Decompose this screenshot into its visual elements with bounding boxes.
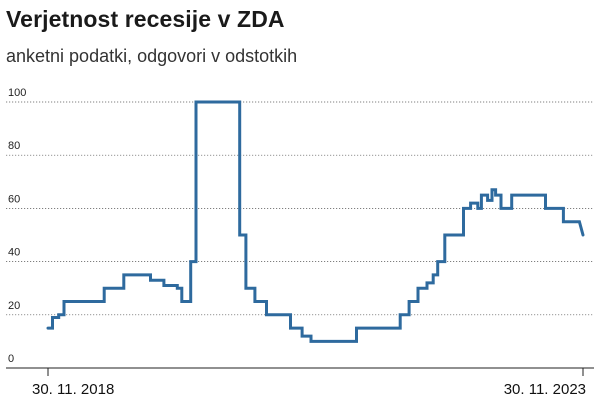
y-tick-label-40: 40 [8,247,20,259]
x-tick-label-1: 30. 11. 2023 [504,381,586,398]
chart-subtitle: anketni podatki, odgovori v odstotkih [6,46,298,66]
y-tick-label-60: 60 [8,193,20,205]
series-layer [46,100,585,343]
y-tick-label-20: 20 [8,300,20,312]
x-axis-ticks: 30. 11. 2018 30. 11. 2023 [32,368,586,398]
y-tick-label-80: 80 [8,140,20,152]
chart-title: Verjetnost recesije v ZDA [6,6,285,32]
series-line-0 [46,100,585,343]
gridlines [6,101,594,316]
y-axis-ticks: 0 20 40 60 80 100 [8,87,26,365]
y-tick-label-100: 100 [8,87,26,99]
y-tick-label-0: 0 [8,353,14,365]
x-tick-label-0: 30. 11. 2018 [32,381,114,398]
